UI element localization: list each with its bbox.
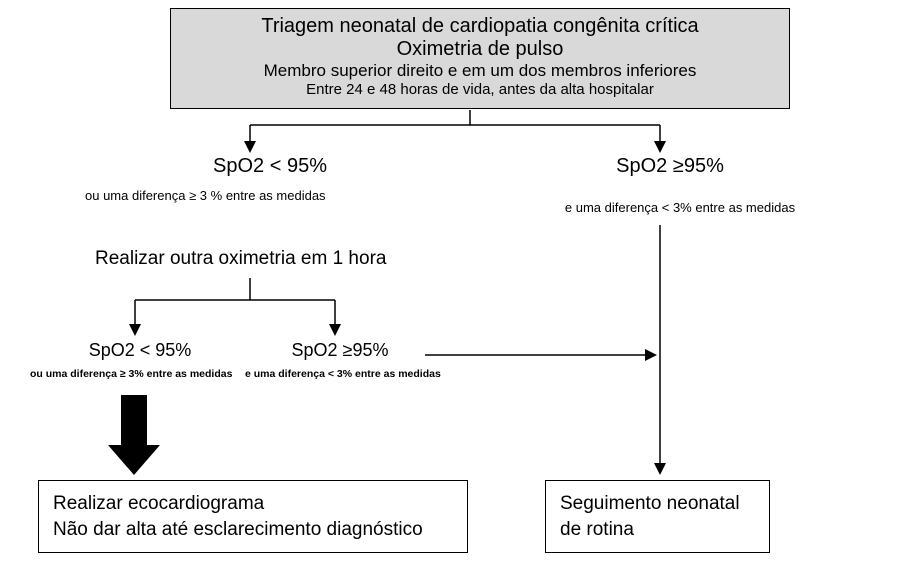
- outcome-left-box: Realizar ecocardiograma Não dar alta até…: [38, 480, 468, 553]
- outcome-left-line1: Realizar ecocardiograma: [53, 491, 453, 517]
- sub-left-subtitle: ou uma diferença ≥ 3% entre as medidas: [30, 368, 240, 380]
- sub-right: SpO2 ≥95%: [255, 340, 425, 361]
- branch-left-subtitle: ou uma diferença ≥ 3 % entre as medidas: [85, 188, 415, 203]
- sub-left-title: SpO2 < 95%: [55, 340, 225, 361]
- thick-arrow-icon: [108, 395, 160, 475]
- header-line1: Triagem neonatal de cardiopatia congênit…: [181, 15, 779, 38]
- outcome-right-box: Seguimento neonatal de rotina: [545, 480, 770, 553]
- header-line3: Membro superior direito e em um dos memb…: [181, 61, 779, 81]
- sub-left: SpO2 < 95%: [55, 340, 225, 361]
- outcome-right-line2: de rotina: [560, 517, 755, 543]
- header-box: Triagem neonatal de cardiopatia congênit…: [170, 8, 790, 109]
- header-line2: Oximetria de pulso: [181, 38, 779, 61]
- header-line4: Entre 24 e 48 horas de vida, antes da al…: [181, 81, 779, 98]
- branch-right-title: SpO2 ≥95%: [560, 155, 780, 178]
- outcome-right-line1: Seguimento neonatal: [560, 491, 755, 517]
- branch-right-subtitle: e uma diferença < 3% entre as medidas: [520, 200, 840, 215]
- outcome-left-line2: Não dar alta até esclarecimento diagnóst…: [53, 517, 453, 543]
- action-repeat-oximetry: Realizar outra oximetria em 1 hora: [95, 248, 455, 270]
- branch-left-title: SpO2 < 95%: [160, 155, 380, 178]
- sub-right-title: SpO2 ≥95%: [255, 340, 425, 361]
- branch-right: SpO2 ≥95%: [560, 155, 780, 178]
- sub-right-subtitle: e uma diferença < 3% entre as medidas: [245, 368, 445, 380]
- branch-left: SpO2 < 95%: [160, 155, 380, 178]
